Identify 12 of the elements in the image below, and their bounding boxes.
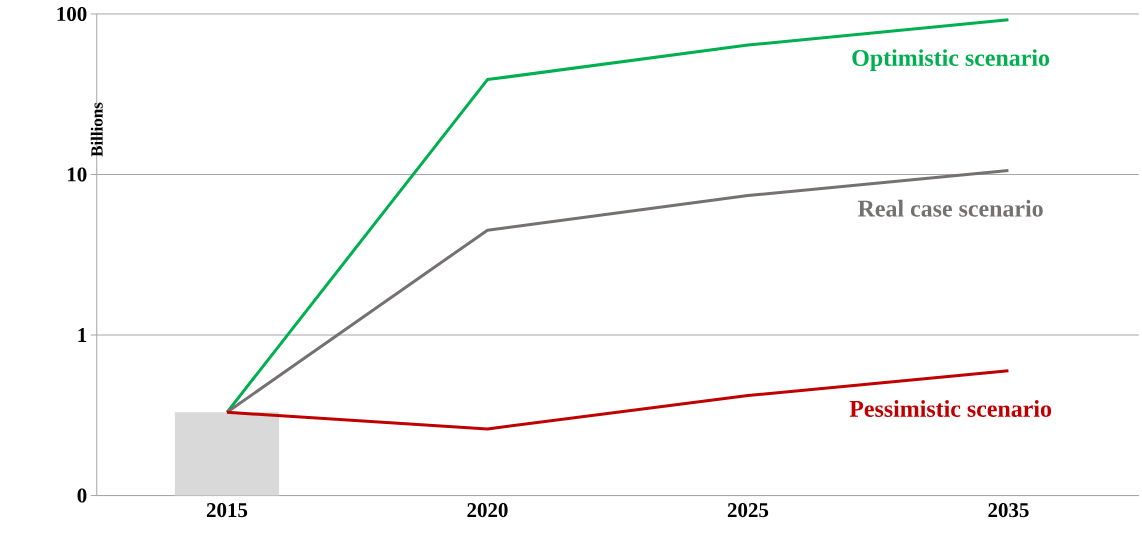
- series-label: Optimistic scenario: [852, 49, 1050, 71]
- x-tick-label: 2015: [206, 502, 248, 517]
- series-label: Real case scenario: [857, 199, 1043, 217]
- y-tick-label: 100: [57, 6, 87, 21]
- x-tick-label: 2035: [988, 502, 1029, 517]
- y-axis-title: Billions: [90, 102, 103, 157]
- y-tick-label: 1: [78, 327, 87, 342]
- x-tick-label: 2020: [467, 502, 508, 517]
- y-tick-label: 10: [67, 167, 87, 182]
- series-label: Pessimistic scenario: [849, 399, 1052, 417]
- y-tick-label: 0: [77, 488, 87, 503]
- x-tick-label: 2025: [727, 502, 769, 517]
